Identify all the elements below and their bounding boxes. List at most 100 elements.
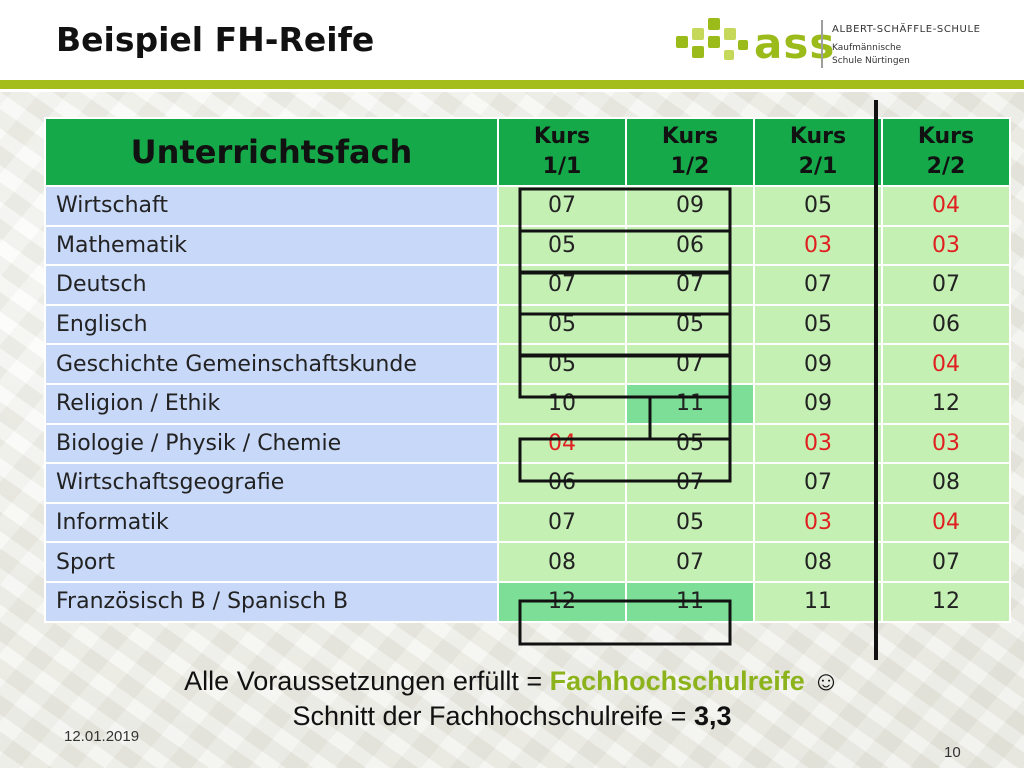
logo-school-sub-1: Kaufmännische bbox=[832, 43, 902, 53]
header-kurs-1-2-a: Kurs bbox=[661, 124, 719, 149]
grade-cell: 12 bbox=[881, 382, 1011, 425]
header-kurs-1-1-b: 1/1 bbox=[542, 154, 582, 179]
grade-cell: 05 bbox=[497, 224, 627, 267]
table-row: Sport 08 07 08 07 bbox=[44, 541, 1011, 583]
header-kurs-1-1: Kurs 1/1 bbox=[497, 117, 627, 187]
grade-cell: 07 bbox=[497, 501, 627, 544]
header-rule bbox=[0, 80, 1024, 89]
average-label: Schnitt der Fachhochschulreife = bbox=[292, 701, 694, 731]
subject-cell: Englisch bbox=[44, 303, 499, 346]
logo-school-name: ALBERT-SCHÄFFLE-SCHULE bbox=[832, 24, 981, 35]
grade-cell: 12 bbox=[881, 580, 1011, 623]
subject-cell: Wirtschaftsgeografie bbox=[44, 462, 499, 504]
grade-cell: 05 bbox=[625, 303, 755, 346]
slide-date: 12.01.2019 bbox=[64, 728, 140, 745]
table-row: Französisch B / Spanisch B 12 11 11 12 bbox=[44, 580, 1011, 623]
table-row: Wirtschaftsgeografie 06 07 07 08 bbox=[44, 462, 1011, 504]
grade-cell: 08 bbox=[497, 541, 627, 583]
subject-cell: Informatik bbox=[44, 501, 499, 544]
grade-cell-failing: 04 bbox=[497, 422, 627, 465]
smiley-icon: ☺ bbox=[804, 666, 840, 696]
logo-school-sub-2: Schule Nürtingen bbox=[832, 56, 910, 66]
grade-cell: 07 bbox=[881, 264, 1011, 306]
grade-cell: 08 bbox=[881, 462, 1011, 504]
grade-cell: 07 bbox=[497, 264, 627, 306]
subject-cell: Sport bbox=[44, 541, 499, 583]
grade-cell: 06 bbox=[625, 224, 755, 267]
table-row: Mathematik 05 06 03 03 bbox=[44, 224, 1011, 267]
grade-cell: 06 bbox=[497, 462, 627, 504]
subject-cell: Religion / Ethik bbox=[44, 382, 499, 425]
subject-cell: Deutsch bbox=[44, 264, 499, 306]
header-kurs-1-2-b: 1/2 bbox=[670, 154, 710, 179]
grade-cell-failing: 04 bbox=[881, 343, 1011, 385]
header-kurs-2-1-b: 2/1 bbox=[798, 154, 838, 179]
table-header-row: Unterrichtsfach Kurs 1/1 Kurs 1/2 Kurs 2/1 … bbox=[44, 117, 1011, 187]
grade-cell: 07 bbox=[753, 462, 883, 504]
header-kurs-2-1-a: Kurs bbox=[789, 124, 847, 149]
summary-prefix: Alle Voraussetzungen erfüllt = bbox=[184, 666, 550, 696]
table-row: Geschichte Gemeinschaftskunde 05 07 09 0… bbox=[44, 343, 1011, 385]
grade-cell: 07 bbox=[625, 462, 755, 504]
subject-cell: Mathematik bbox=[44, 224, 499, 267]
table-row: Deutsch 07 07 07 07 bbox=[44, 264, 1011, 306]
grade-cell: 06 bbox=[881, 303, 1011, 346]
grade-cell: 05 bbox=[497, 303, 627, 346]
subject-cell: Biologie / Physik / Chemie bbox=[44, 422, 499, 465]
table-row: Religion / Ethik 10 11 09 12 bbox=[44, 382, 1011, 425]
table-row: Informatik 07 05 03 04 bbox=[44, 501, 1011, 544]
grade-cell: 05 bbox=[497, 343, 627, 385]
grade-cell: 07 bbox=[497, 185, 627, 227]
slide-title: Beispiel FH-Reife bbox=[56, 20, 375, 59]
subject-cell: Geschichte Gemeinschaftskunde bbox=[44, 343, 499, 385]
subject-cell: Französisch B / Spanisch B bbox=[44, 580, 499, 623]
header-kurs-2-2-a: Kurs bbox=[917, 124, 975, 149]
header-kurs-2-2-b: 2/2 bbox=[926, 154, 966, 179]
grade-cell-highlighted: 11 bbox=[625, 382, 755, 425]
school-logo: ass ALBERT-SCHÄFFLE-SCHULE Kaufmännische… bbox=[674, 14, 994, 74]
grades-table: Unterrichtsfach Kurs 1/1 Kurs 1/2 Kurs 2/1 … bbox=[44, 117, 1011, 623]
grade-cell: 10 bbox=[497, 382, 627, 425]
average-value: 3,3 bbox=[693, 701, 732, 731]
logo-mark: ass bbox=[754, 19, 836, 68]
header-kurs-1-1-a: Kurs bbox=[533, 124, 591, 149]
grade-cell: 08 bbox=[753, 541, 883, 583]
grade-cell-highlighted: 11 bbox=[625, 580, 755, 623]
page-number: 10 bbox=[944, 744, 961, 761]
grade-cell-failing: 04 bbox=[881, 185, 1011, 227]
table-row: Biologie / Physik / Chemie 04 05 03 03 bbox=[44, 422, 1011, 465]
grade-cell-failing: 03 bbox=[753, 501, 883, 544]
grade-cell: 09 bbox=[625, 185, 755, 227]
header-kurs-2-1: Kurs 2/1 bbox=[753, 117, 883, 187]
grade-cell-highlighted: 12 bbox=[497, 580, 627, 623]
grade-cell-failing: 03 bbox=[881, 422, 1011, 465]
grade-cell-failing: 03 bbox=[753, 224, 883, 267]
grade-cell: 07 bbox=[625, 264, 755, 306]
summary-result: Fachhochschulreife bbox=[549, 666, 805, 696]
grade-cell: 07 bbox=[625, 343, 755, 385]
grade-cell-failing: 04 bbox=[881, 501, 1011, 544]
grade-cell-failing: 03 bbox=[753, 422, 883, 465]
grade-cell: 11 bbox=[753, 580, 883, 623]
grade-cell: 05 bbox=[753, 303, 883, 346]
grade-cell: 05 bbox=[625, 422, 755, 465]
header-kurs-2-2: Kurs 2/2 bbox=[881, 117, 1011, 187]
grade-cell: 05 bbox=[625, 501, 755, 544]
logo-divider bbox=[821, 20, 823, 68]
grade-cell: 09 bbox=[753, 382, 883, 425]
subject-cell: Wirtschaft bbox=[44, 185, 499, 227]
grade-cell: 07 bbox=[753, 264, 883, 306]
header-subject: Unterrichtsfach bbox=[44, 117, 499, 187]
grade-cell: 09 bbox=[753, 343, 883, 385]
table-row: Wirtschaft 07 09 05 04 bbox=[44, 185, 1011, 227]
summary-line-1: Alle Voraussetzungen erfüllt = Fachhochs… bbox=[0, 666, 1024, 697]
table-row: Englisch 05 05 05 06 bbox=[44, 303, 1011, 346]
logo-school-sub: Kaufmännische Schule Nürtingen bbox=[832, 42, 992, 68]
grade-cell: 05 bbox=[753, 185, 883, 227]
summary-line-2: Schnitt der Fachhochschulreife = 3,3 bbox=[0, 701, 1024, 732]
grade-cell-failing: 03 bbox=[881, 224, 1011, 267]
grade-cell: 07 bbox=[625, 541, 755, 583]
header-kurs-1-2: Kurs 1/2 bbox=[625, 117, 755, 187]
logo-dots-icon bbox=[676, 18, 748, 60]
grade-cell: 07 bbox=[881, 541, 1011, 583]
